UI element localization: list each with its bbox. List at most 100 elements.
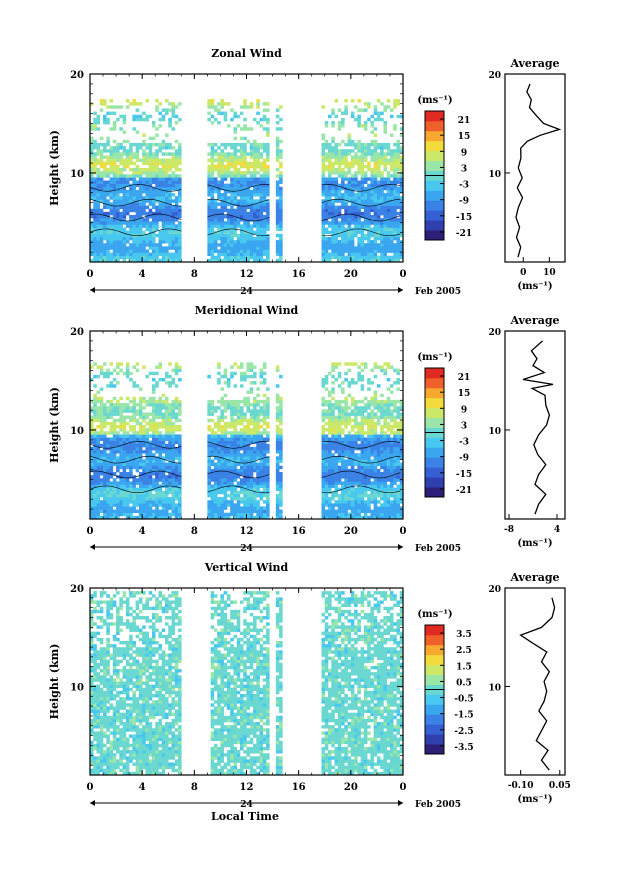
heatmap-cell [360,171,365,175]
heatmap-cell [148,177,153,181]
heatmap-cell [321,227,326,231]
heatmap-cell [164,468,169,473]
heatmap-cell [266,142,270,147]
heatmap-cell [350,149,355,153]
heatmap-cell [386,246,391,250]
heatmap-cell [370,246,374,250]
heatmap-cell [145,500,149,504]
heatmap-cell [90,208,94,213]
heatmap-cell [226,164,231,169]
heatmap-cell [233,180,238,184]
heatmap-cell [106,440,110,445]
heatmap-cell [129,224,133,228]
heatmap-cell [132,365,136,369]
heatmap-cell [174,186,179,191]
heatmap-cell [178,503,182,507]
heatmap-cell [90,378,94,382]
heatmap-cell [109,443,114,448]
heatmap-cell [386,193,391,197]
heatmap-cell [90,180,94,184]
heatmap-cell [383,130,387,134]
heatmap-cell [103,437,107,441]
heatmap-cell [331,252,335,257]
heatmap-cell [275,440,280,445]
heatmap-cell [328,236,332,241]
heatmap-cell [236,258,241,263]
heatmap-cell [171,102,176,106]
heatmap-cell [380,161,384,166]
heatmap-cell [158,161,163,166]
heatmap-cell [321,171,326,175]
heatmap-cell [259,142,264,147]
heatmap-cell [324,462,329,467]
heatmap-cell [249,493,254,498]
heatmap-cell [226,233,231,238]
heatmap-cell [112,199,117,203]
heatmap-cell [220,453,224,457]
heatmap-cell [151,168,156,172]
heatmap-cell [266,497,270,501]
heatmap-cell [93,183,97,188]
heatmap-cell [344,236,348,241]
heatmap-cell [119,475,123,479]
heatmap-cell [129,500,133,504]
heatmap-cell [383,258,387,263]
heatmap-cell [138,202,143,206]
heatmap-cell [125,252,130,257]
heatmap-cell [275,456,280,460]
heatmap-cell [106,497,110,501]
heatmap-cell [99,224,104,228]
heatmap-cell [178,158,182,163]
heatmap-cell [324,500,329,504]
heatmap-cell [341,246,345,250]
heatmap-cell [321,215,326,219]
heatmap-cell [262,409,267,413]
heatmap-cell [116,255,120,260]
heatmap-cell [253,478,257,482]
heatmap-cell [122,180,127,184]
heatmap-cell [334,142,339,147]
heatmap-cell [321,396,326,401]
heatmap-cell [253,224,257,228]
panel-1-x-tick-label: 0 [400,269,407,280]
heatmap-cell [262,202,267,206]
heatmap-cell [213,243,218,247]
heatmap-cell [256,412,260,416]
heatmap-cell [207,512,211,517]
heatmap-cell [90,481,94,485]
heatmap-cell [376,230,381,235]
heatmap-cell [337,199,342,203]
heatmap-cell [148,240,153,244]
heatmap-cell [363,171,368,175]
heatmap-cell [259,465,264,470]
heatmap-cell [262,215,267,219]
heatmap-cell [334,224,339,228]
heatmap-cell [380,227,384,231]
heatmap-cell [93,205,97,210]
heatmap-cell [99,180,104,184]
heatmap-cell [138,240,143,244]
heatmap-cell [380,158,384,163]
heatmap-cell [158,196,163,200]
heatmap-cell [168,196,172,200]
heatmap-cell [207,249,211,253]
heatmap-cell [399,127,404,131]
heatmap-cell [262,450,267,454]
heatmap-cell [174,481,179,485]
heatmap-cell [129,450,133,454]
heatmap-cell [239,378,244,382]
heatmap-cell [256,403,260,407]
heatmap-cell [230,418,234,423]
heatmap-cell [207,409,211,413]
heatmap-cell [178,189,182,194]
heatmap-cell [249,465,254,470]
heatmap-cell [155,189,159,194]
heatmap-cell [249,171,254,175]
heatmap-cell [119,177,123,181]
heatmap-cell [354,186,358,191]
heatmap-cell [239,211,244,216]
heatmap-cell [243,240,247,244]
heatmap-cell [213,218,218,222]
heatmap-cell [210,155,215,159]
